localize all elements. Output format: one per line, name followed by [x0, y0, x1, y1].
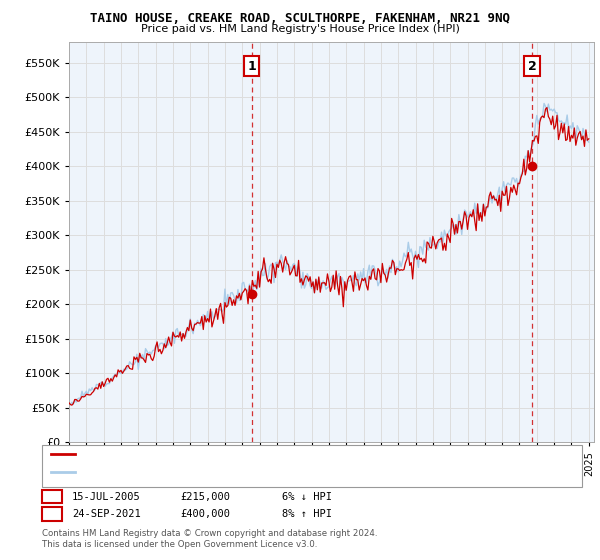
Text: Price paid vs. HM Land Registry's House Price Index (HPI): Price paid vs. HM Land Registry's House …	[140, 24, 460, 34]
Text: £215,000: £215,000	[180, 492, 230, 502]
Text: 1: 1	[48, 492, 56, 502]
Text: 15-JUL-2005: 15-JUL-2005	[72, 492, 141, 502]
Text: 2: 2	[528, 60, 536, 73]
Text: 6% ↓ HPI: 6% ↓ HPI	[282, 492, 332, 502]
Text: Contains HM Land Registry data © Crown copyright and database right 2024.
This d: Contains HM Land Registry data © Crown c…	[42, 529, 377, 549]
Text: 8% ↑ HPI: 8% ↑ HPI	[282, 509, 332, 519]
Text: 1: 1	[247, 60, 256, 73]
Text: £400,000: £400,000	[180, 509, 230, 519]
Text: 24-SEP-2021: 24-SEP-2021	[72, 509, 141, 519]
Text: TAINO HOUSE, CREAKE ROAD, SCULTHORPE, FAKENHAM, NR21 9NQ (detached house): TAINO HOUSE, CREAKE ROAD, SCULTHORPE, FA…	[81, 449, 510, 459]
Text: 2: 2	[48, 509, 56, 519]
Text: TAINO HOUSE, CREAKE ROAD, SCULTHORPE, FAKENHAM, NR21 9NQ: TAINO HOUSE, CREAKE ROAD, SCULTHORPE, FA…	[90, 12, 510, 25]
Text: HPI: Average price, detached house, North Norfolk: HPI: Average price, detached house, Nort…	[81, 467, 369, 477]
